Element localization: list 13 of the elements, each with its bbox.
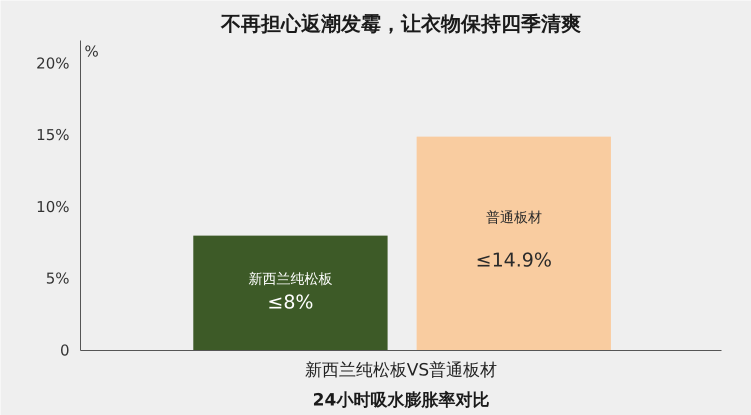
data-label: ≤14.9% — [476, 250, 552, 272]
y-tick-label: 0 — [60, 342, 70, 360]
chart-title: 不再担心返潮发霉，让衣物保持四季清爽 — [220, 12, 581, 36]
text: 24小时吸水膨胀率对比 — [312, 390, 490, 410]
y-tick-label: 20% — [36, 54, 70, 72]
y-tick-label: 15% — [36, 126, 70, 144]
y-tick-label: 5% — [46, 270, 70, 288]
y-tick-label: 10% — [36, 198, 70, 216]
x-tick-label: 新西兰纯松板 — [248, 271, 332, 288]
x-axis-title: 新西兰纯松板VS普通板材 — [304, 360, 498, 380]
data-label: ≤8% — [267, 291, 314, 314]
x-tick-label: 普通板材 — [486, 208, 542, 226]
y-axis-title: % — [84, 42, 99, 60]
